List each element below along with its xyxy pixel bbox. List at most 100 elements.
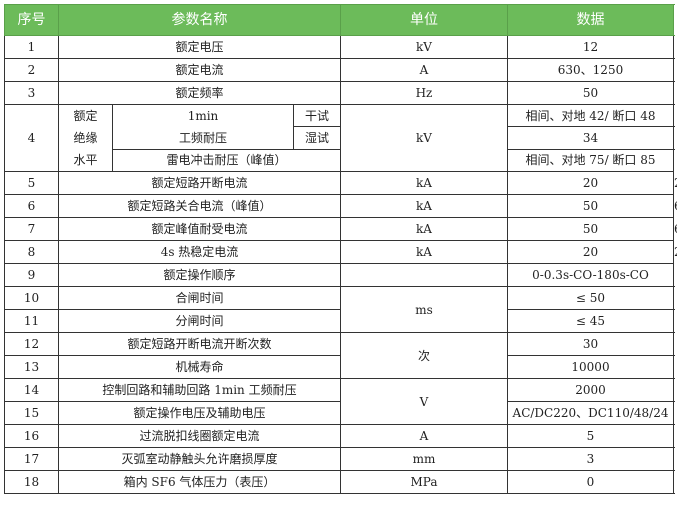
seq-cell: 9 [4,263,59,287]
param-cell: 分闸时间 [58,309,341,333]
unit-cell: A [340,58,508,82]
table-row: 12 额定短路开断电流开断次数次 30 [4,332,674,379]
table-row: 17 灭弧室动静触头允许磨损厚度 mm 3 [4,447,674,471]
data-cell: 5 [507,424,674,448]
table-row: 84s 热稳定电流kA2025 [4,240,677,264]
param-text: 额定绝缘水平 [73,109,98,167]
header-seq: 序号 [4,4,59,36]
table-row: 14 控制回路和辅助回路 1min 工频耐压 V 2000 [4,378,674,425]
data-cell: ≤ 50 [507,286,674,310]
param-cell: 额定电压 [58,35,341,59]
dry-test-cell: 干试 [293,103,341,128]
table-row: 4 额定绝缘水平 1min 工频耐压 干试 kV 相间、对地 42/ 断口 48 [4,103,674,172]
data-cell: 相间、对地 42/ 断口 48 [507,103,674,128]
table-row: 9 额定操作顺序 0-0.3s-CO-180s-CO [4,263,674,287]
unit-cell: mm [340,447,508,471]
param-cell: 控制回路和辅助回路 1min 工频耐压 [58,378,341,402]
seq-cell: 16 [4,424,59,448]
unit-cell: Hz [340,81,508,105]
unit-cell: ms [340,286,508,333]
data-cell: 30 [507,332,674,356]
seq-cell: 17 [4,447,59,471]
param-cell: 额定绝缘水平 [58,104,113,172]
table-row: 5额定短路开断电流kA2025 [4,171,677,195]
table-row: 16 过流脱扣线圈额定电流 A 5 [4,424,674,448]
table-header: 序号 参数名称 单位 数据 [4,4,674,36]
seq-cell: 14 [4,378,59,402]
seq-cell: 3 [4,81,59,105]
seq-cell: 4 [4,104,59,172]
param-cell: 过流脱扣线圈额定电流 [58,424,341,448]
data-cell: 3 [507,447,674,471]
param-cell: 灭弧室动静触头允许磨损厚度 [58,447,341,471]
param-cell: 额定峰值耐受电流 [58,217,341,241]
unit-cell: V [340,378,508,425]
seq-cell: 11 [4,309,59,333]
wet-test-cell: 湿试 [293,126,341,150]
unit-cell: kA [340,194,508,218]
table-row: 10 合闸时间 ms ≤ 50 [4,286,674,333]
unit-cell: A [340,424,508,448]
data-cell: AC/DC220、DC110/48/24 [507,401,674,425]
param-cell: 额定短路关合电流（峰值） [58,194,341,218]
parameter-table: 序号 参数名称 单位 数据 1 额定电压 kV 12 2 额定电流 A 630、1250 3 额定… [4,4,677,494]
seq-cell: 12 [4,332,59,356]
table-row: 雷电冲击耐压（峰值） 相间、对地 75/ 断口 85 [5,148,674,173]
param-cell: 额定电流 [58,58,341,82]
lightning-cell: 雷电冲击耐压（峰值） [112,148,341,173]
data-cell-a: 50 [507,217,674,241]
seq-cell: 18 [4,470,59,494]
seq-cell: 7 [4,217,59,241]
data-cell: ≤ 45 [507,309,674,333]
header-param: 参数名称 [58,4,341,36]
header-data: 数据 [507,4,674,36]
seq-cell: 8 [4,240,59,264]
table-row: 15 额定操作电压及辅助电压 AC/DC220、DC110/48/24 [4,401,674,425]
unit-cell: kV [340,104,508,172]
seq-cell: 2 [4,58,59,82]
param-cell: 额定短路开断电流 [58,171,341,195]
param-cell: 额定操作电压及辅助电压 [58,401,341,425]
header-unit: 单位 [340,4,508,36]
unit-cell: kV [340,35,508,59]
param-cell: 4s 热稳定电流 [58,240,341,264]
unit-cell [340,263,508,287]
table-row: 18 箱内 SF6 气体压力（表压） MPa 0 [4,470,674,494]
data-cell: 0-0.3s-CO-180s-CO [507,263,674,287]
param-cell: 额定操作顺序 [58,263,341,287]
param-cell: 机械寿命 [58,355,341,379]
data-cell: 630、1250 [507,58,674,82]
param-cell: 额定频率 [58,81,341,105]
data-cell-a: 20 [507,240,674,264]
sub-param-line2: 工频耐压 [178,130,227,145]
table-row: 11 分闸时间 ≤ 45 [4,309,674,333]
data-cell: 2000 [507,378,674,402]
table-row: 2 额定电流 A 630、1250 [4,58,674,82]
table-row: 7额定峰值耐受电流kA5063 [4,217,677,241]
param-cell: 合闸时间 [58,286,341,310]
param-cell: 箱内 SF6 气体压力（表压） [58,470,341,494]
data-cell-a: 50 [507,194,674,218]
sub-param-cell: 1min 工频耐压 [112,104,294,150]
seq-cell: 5 [4,171,59,195]
data-cell-a: 20 [507,171,674,195]
seq-cell: 1 [4,35,59,59]
unit-cell: kA [340,171,508,195]
unit-cell: kA [340,217,508,241]
table-row: 13 机械寿命 10000 [4,355,674,379]
data-cell: 相间、对地 75/ 断口 85 [507,148,674,173]
unit-cell: 次 [340,332,508,379]
data-cell: 12 [507,35,674,59]
table-row: 3 额定频率 Hz 50 [4,81,674,105]
data-cell: 50 [507,81,674,105]
sub-param-line1: 1min [187,108,219,123]
unit-cell: MPa [340,470,508,494]
data-cell: 34 [507,126,674,150]
table-row: 1 额定电压 kV 12 [4,35,674,59]
seq-cell: 15 [4,401,59,425]
param-cell: 额定短路开断电流开断次数 [58,332,341,356]
seq-cell: 13 [4,355,59,379]
data-cell: 0 [507,470,674,494]
data-cell: 10000 [507,355,674,379]
